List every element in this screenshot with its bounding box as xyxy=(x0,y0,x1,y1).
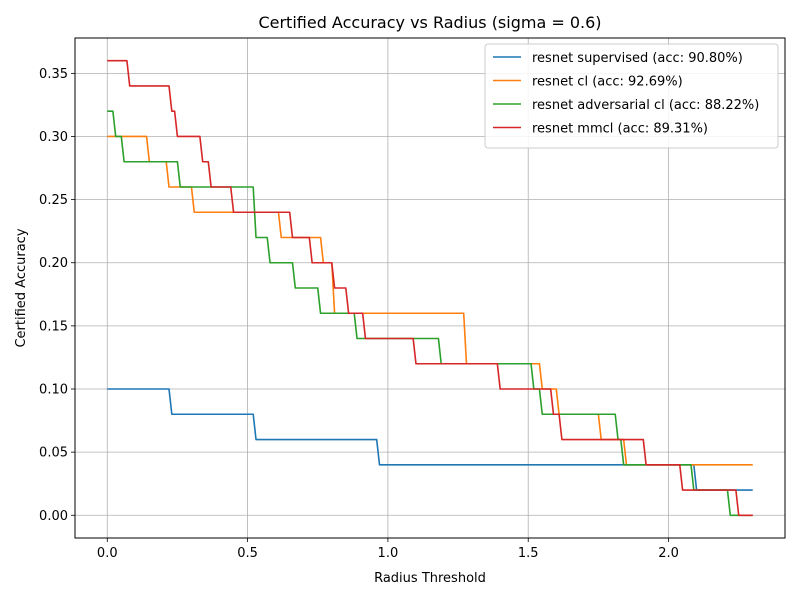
series-line-3 xyxy=(107,59,753,517)
plot-frame xyxy=(74,37,786,539)
chart-title: Certified Accuracy vs Radius (sigma = 0.… xyxy=(258,13,601,32)
y-tick-label: 0.30 xyxy=(39,130,68,145)
legend-label-2: resnet adversarial cl (acc: 88.22%) xyxy=(532,98,759,113)
legend: resnet supervised (acc: 90.80%) resnet cl… xyxy=(484,43,779,149)
x-tick-label: 0.0 xyxy=(97,546,118,561)
legend-label-3: resnet mmcl (acc: 89.31%) xyxy=(532,122,708,137)
y-tick-label: 0.25 xyxy=(39,193,68,208)
x-axis-label: Radius Threshold xyxy=(374,571,486,586)
y-tick-label: 0.15 xyxy=(39,319,68,334)
series-group xyxy=(107,59,753,517)
y-tick-label: 0.05 xyxy=(39,446,68,461)
series-line-2 xyxy=(107,110,753,517)
y-axis-label: Certified Accuracy xyxy=(14,228,29,347)
legend-label-1: resnet cl (acc: 92.69%) xyxy=(532,75,683,90)
legend-label-0: resnet supervised (acc: 90.80%) xyxy=(532,51,743,66)
x-tick-label: 1.0 xyxy=(378,546,399,561)
y-tick-label: 0.35 xyxy=(39,67,68,82)
y-axis-ticks: 0.00 0.05 0.10 0.15 0.20 0.25 0.30 0.35 xyxy=(39,67,75,524)
y-tick-label: 0.20 xyxy=(39,256,68,271)
series-line-0 xyxy=(107,388,753,491)
x-tick-label: 0.5 xyxy=(237,546,258,561)
y-tick-label: 0.00 xyxy=(39,509,68,524)
x-axis-ticks: 0.0 0.5 1.0 1.5 2.0 xyxy=(97,538,679,561)
legend-box xyxy=(484,43,779,149)
y-tick-label: 0.10 xyxy=(39,383,68,398)
series-line-1 xyxy=(107,135,753,466)
x-tick-label: 1.5 xyxy=(518,546,539,561)
x-tick-label: 2.0 xyxy=(658,546,679,561)
